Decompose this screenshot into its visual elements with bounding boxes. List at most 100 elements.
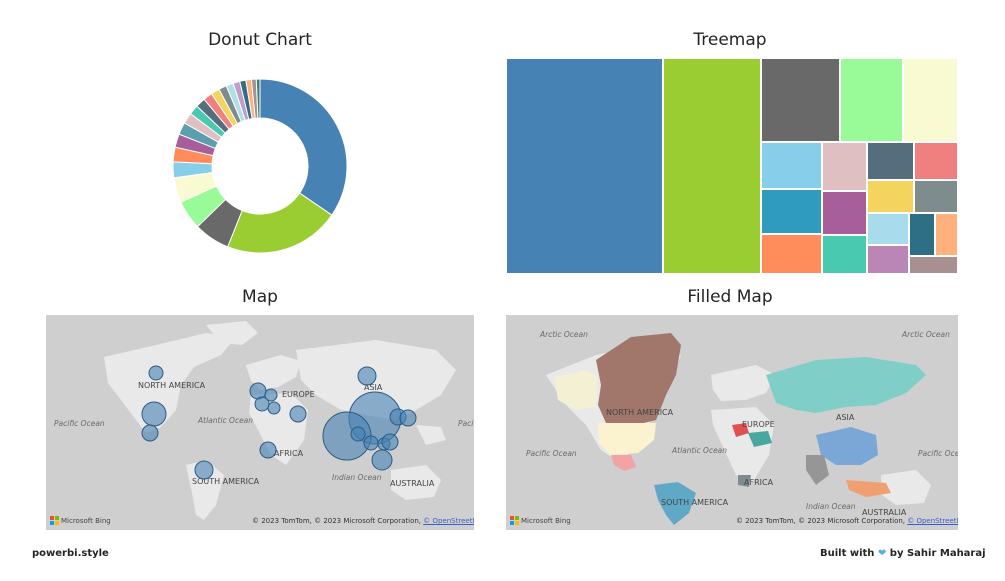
map-bubble[interactable] [259,441,277,459]
treemap-tile[interactable] [867,179,915,213]
label-atlantic-ocean: Atlantic Ocean [197,416,253,425]
map-bubble[interactable] [148,365,164,381]
treemap-tile[interactable] [934,212,958,256]
region-africa-grey[interactable] [738,475,751,487]
map-bubble[interactable] [141,401,167,427]
footer-brand: powerbi.style [32,548,109,559]
treemap-title: Treemap [693,30,767,50]
treemap-tile[interactable] [663,58,762,274]
treemap-tile[interactable] [821,141,868,191]
treemap-tile[interactable] [761,233,822,274]
donut-slice[interactable] [255,78,261,119]
label-europe: EUROPE [742,420,775,429]
map-bubble[interactable] [141,424,159,442]
blue-heart-icon: ❤ [877,548,887,559]
treemap-tile[interactable] [821,234,868,274]
label-arctic-ocean-east: Arctic Ocean [901,330,950,339]
label-africa: AFRICA [744,478,774,487]
label-australia: AUSTRALIA [862,508,907,517]
treemap-tile[interactable] [867,244,909,274]
treemap-tile[interactable] [914,179,958,213]
region-usa[interactable] [598,423,656,455]
openstreetmap-link[interactable]: © OpenStreetMap [907,517,958,525]
microsoft-logo-icon [50,516,59,525]
treemap-tile[interactable] [761,141,822,190]
label-australia: AUSTRALIA [390,479,435,488]
region-alaska[interactable] [554,370,598,410]
label-indian-ocean: Indian Ocean [332,473,382,482]
bing-logo: Microsoft Bing [50,516,111,525]
label-atlantic-ocean: Atlantic Ocean [671,446,727,455]
treemap-tile[interactable] [908,212,935,256]
treemap-tile[interactable] [908,255,958,274]
label-south-america: SOUTH AMERICA [661,498,729,507]
microsoft-logo-icon [510,516,519,525]
footer-author: by Sahir Maharaj [889,548,986,559]
region-southeast-asia[interactable] [846,480,891,497]
bing-label: Microsoft Bing [61,516,111,525]
label-pacific-ocean: Pacific Ocean [526,449,577,458]
map-bubble[interactable] [381,433,399,451]
label-arctic-ocean-west: Arctic Ocean [539,330,588,339]
map-bubble[interactable] [267,401,281,415]
treemap-tile[interactable] [761,189,822,234]
region-india[interactable] [806,455,829,485]
map-attribution: © 2023 TomTom, © 2023 Microsoft Corporat… [736,517,958,525]
treemap-tile[interactable] [867,212,909,245]
treemap-tile[interactable] [506,58,664,274]
bubble-map[interactable]: NORTH AMERICA SOUTH AMERICA EUROPE ASIA … [46,315,474,530]
map-bubble[interactable] [399,409,417,427]
footer-credit: Built with ❤ by Sahir Maharaj [820,548,986,559]
bing-label: Microsoft Bing [521,516,571,525]
filled-map-canvas: NORTH AMERICA SOUTH AMERICA EUROPE ASIA … [526,330,958,525]
treemap-tile[interactable] [839,58,904,142]
filled-map-title: Filled Map [687,287,773,307]
treemap-tile[interactable] [821,190,868,235]
filled-map[interactable]: NORTH AMERICA SOUTH AMERICA EUROPE ASIA … [506,315,958,530]
treemap-tile[interactable] [761,58,840,142]
label-asia: ASIA [836,413,855,422]
openstreetmap-link[interactable]: © OpenStreetMap [423,517,474,525]
label-africa: AFRICA [274,449,304,458]
label-north-america-1: NORTH AMERICA [138,381,206,390]
region-europe-teal[interactable] [748,431,772,447]
bubble-map-canvas: NORTH AMERICA SOUTH AMERICA EUROPE ASIA … [54,321,474,520]
region-europe-red[interactable] [732,423,749,437]
map-attribution: © 2023 TomTom, © 2023 Microsoft Corporat… [252,517,474,525]
map-bubble[interactable] [254,396,270,412]
region-asia[interactable] [766,357,926,413]
bing-logo: Microsoft Bing [510,516,571,525]
treemap-tile[interactable] [903,58,958,142]
map-bubble[interactable] [357,366,377,386]
region-china[interactable] [816,427,878,465]
map-title: Map [242,287,278,307]
map-bubble[interactable] [249,382,267,400]
label-pacific-ocean-east: Pacific Ocean [918,449,958,458]
treemap-tile[interactable] [867,141,915,180]
label-north-america: NORTH AMERICA [606,408,674,417]
donut-chart[interactable] [160,66,360,266]
region-south-america[interactable] [654,482,696,525]
label-indian-ocean: Indian Ocean [806,502,856,511]
map-bubble[interactable] [264,388,278,402]
map-bubble[interactable] [289,405,307,423]
label-asia: ASIA [364,383,383,392]
label-pacific-ocean-east: Pacific Ocean [458,419,474,428]
footer-built-with: Built with [820,548,875,559]
map-bubble[interactable] [350,426,366,442]
donut-chart-title: Donut Chart [208,30,312,50]
label-south-america: SOUTH AMERICA [192,477,260,486]
map-bubbles [141,365,417,480]
attribution-text: © 2023 TomTom, © 2023 Microsoft Corporat… [252,517,424,525]
map-bubble[interactable] [363,435,379,451]
map-bubble[interactable] [194,460,214,480]
attribution-text: © 2023 TomTom, © 2023 Microsoft Corporat… [736,517,908,525]
treemap-chart[interactable] [506,58,958,274]
treemap-tile[interactable] [914,141,958,180]
donut-slice[interactable] [259,78,348,216]
region-canada-usa-brown[interactable] [596,333,681,425]
map-bubble[interactable] [371,449,393,471]
label-pacific-ocean: Pacific Ocean [54,419,105,428]
label-europe: EUROPE [282,390,315,399]
region-mexico[interactable] [611,455,636,471]
